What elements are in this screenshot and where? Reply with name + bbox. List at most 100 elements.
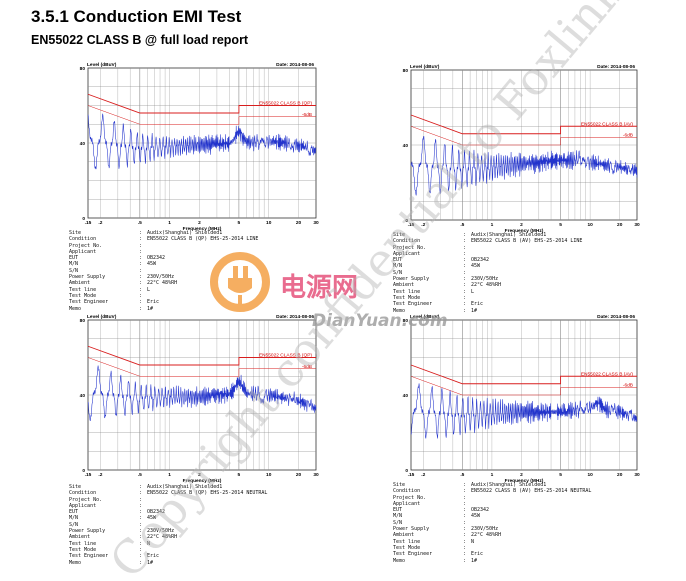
info-row: Ambient:22°C 48%RH (393, 532, 591, 538)
chart-svg: 80 40 0.15 .2 .5 1 2 5 10 20 30 Level (dBuV) Frequen… (80, 314, 319, 484)
info-row: Site: Audix(Shanghai) Shielded1 (393, 232, 582, 238)
x-tick-label: .5 (460, 472, 464, 478)
info-colon: : (463, 307, 467, 314)
info-colon: : (463, 482, 467, 488)
info-key: EUT (393, 507, 403, 514)
info-key: S/N (393, 269, 403, 276)
info-key: S/N (69, 521, 79, 528)
x-tick-label: 5 (238, 472, 241, 478)
x-tick-label: 2 (520, 472, 523, 478)
info-key: Project No. (393, 494, 427, 501)
y-tick-label: 80 (403, 318, 409, 324)
info-value: 22°C 48%RH (471, 282, 502, 289)
info-colon: : (139, 540, 143, 547)
emission-trace (87, 365, 317, 422)
y-tick-label: 0 (405, 218, 408, 224)
info-key: Site (69, 230, 82, 236)
info-colon: : (139, 248, 143, 255)
info-key: M/N (393, 263, 403, 270)
info-colon: : (139, 274, 143, 281)
info-row: Applicant: (393, 251, 582, 257)
info-row: M/N:45W (69, 515, 267, 521)
info-key: Condition (393, 488, 421, 495)
test-info-table-line-qp: Site: Audix(Shanghai) Shielded1 Condition:… (69, 230, 258, 312)
info-row: Condition: EN55022 CLASS B (AV) EHS-25-20… (393, 238, 582, 244)
limit-line (87, 93, 316, 114)
emission-trace (87, 113, 317, 170)
info-colon: : (463, 532, 467, 539)
info-row: Test Engineer: Eric (393, 301, 582, 307)
info-key: Applicant (69, 502, 97, 509)
test-info-table-neutral-qp: Site: Audix(Shanghai) Shielded1 Condition:… (69, 484, 267, 566)
info-key: Ambient (69, 280, 91, 287)
info-row: Memo:1# (393, 308, 582, 314)
info-colon: : (139, 502, 143, 509)
info-row: S/N: (69, 268, 258, 274)
info-value: 45W (471, 513, 481, 520)
info-row: Site: Audix(Shanghai) Shielded1 (69, 484, 267, 490)
info-value: Audix(Shanghai) Shielded1 (471, 232, 547, 238)
info-key: Memo (69, 305, 82, 312)
info-row: M/N:45W (69, 261, 258, 267)
info-value: 1# (147, 559, 154, 566)
margin-line (410, 376, 637, 396)
info-key: Test Mode (69, 292, 97, 299)
info-colon: : (139, 534, 143, 541)
info-key: Condition (393, 238, 421, 245)
info-row: S/N: (393, 520, 591, 526)
y-tick-label: 40 (80, 393, 86, 399)
info-colon: : (463, 294, 467, 301)
info-colon: : (463, 282, 467, 289)
x-tick-label: .5 (460, 222, 464, 228)
info-value: EN55022 CLASS B (AV) EHS-25-2014 NEUTRAL (471, 488, 592, 495)
info-value: 1# (147, 305, 154, 312)
info-key: Power Supply (393, 526, 430, 533)
x-tick-label: .5 (138, 472, 142, 478)
info-colon: : (463, 507, 467, 514)
info-colon: : (463, 544, 467, 551)
info-value: 230V/50Hz (471, 526, 499, 533)
margin-label: -6dB (623, 383, 633, 389)
info-colon: : (463, 538, 467, 545)
info-row: Power Supply:230V/50Hz (69, 274, 258, 280)
info-key: Ambient (393, 282, 415, 289)
info-key: Condition (69, 490, 97, 497)
info-value: 1# (471, 557, 478, 564)
info-value: 45W (147, 261, 157, 268)
info-colon: : (463, 500, 467, 507)
info-row: M/N:45W (393, 263, 582, 269)
info-row: Site: Audix(Shanghai) Shielded1 (393, 482, 591, 488)
y-tick-label: 80 (80, 66, 86, 72)
info-colon: : (139, 553, 143, 560)
chart-svg: 80 40 0.15 .2 .5 1 2 5 10 20 30 Level (dBuV) Frequen… (80, 62, 319, 232)
info-row: Test line: N (393, 539, 591, 545)
info-key: Project No. (69, 242, 103, 249)
limit-label: EN55022 CLASS B (AV) (581, 371, 634, 377)
y-tick-label: 40 (403, 143, 409, 149)
info-colon: : (463, 263, 467, 270)
x-tick-label: 20 (617, 222, 623, 228)
info-key: Ambient (393, 532, 415, 539)
info-colon: : (139, 509, 143, 516)
x-tick-label: .5 (138, 220, 142, 226)
info-key: Memo (393, 557, 406, 564)
info-colon: : (139, 261, 143, 268)
y-tick-label: 80 (403, 68, 409, 74)
emission-trace (410, 383, 638, 439)
x-axis-label: Frequency (MHz) (505, 228, 544, 234)
x-tick-label: 30 (634, 222, 640, 228)
info-row: M/N:45W (393, 513, 591, 519)
info-row: Condition: EN55022 CLASS B (QP) EHS-25-20… (69, 236, 258, 242)
info-value: L (471, 288, 475, 295)
x-tick-label: 20 (296, 220, 302, 226)
info-row: Condition: EN55022 CLASS B (QP) EHS-25-20… (69, 490, 267, 496)
info-key: EUT (69, 255, 79, 262)
margin-label: -6dB (302, 112, 312, 118)
emission-trace (410, 136, 638, 196)
info-value: EN55022 CLASS B (QP) EHS-25-2014 LINE (147, 236, 259, 243)
info-value: 22°C 48%RH (147, 280, 178, 287)
report-date: Date: 2014-08-06 (597, 314, 635, 320)
info-key: Applicant (393, 250, 421, 257)
info-row: Test line: L (69, 287, 258, 293)
info-key: Project No. (393, 244, 427, 251)
